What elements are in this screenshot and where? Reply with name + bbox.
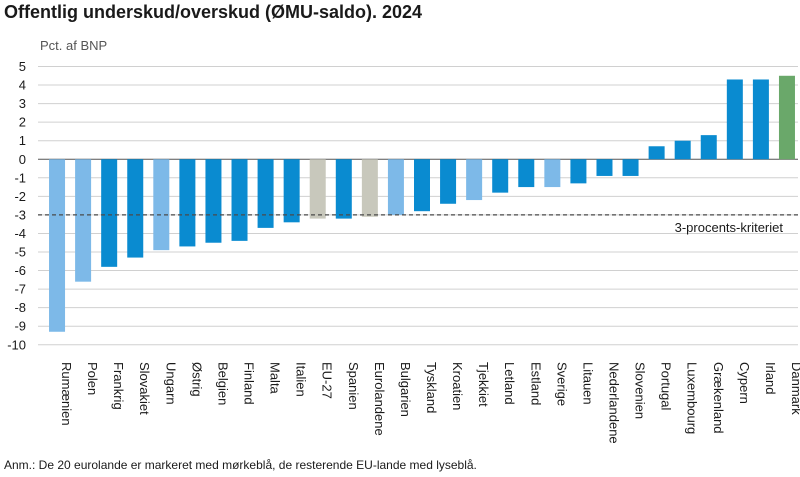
- bar-litauen: [570, 159, 587, 184]
- x-tick-label: Malta: [268, 362, 283, 395]
- x-tick-label: Ungarn: [163, 362, 178, 405]
- bar-danmark: [778, 75, 795, 160]
- bar-slovenien: [622, 159, 639, 176]
- bar-slovakiet: [127, 159, 144, 258]
- footnote: Anm.: De 20 eurolande er markeret med mø…: [4, 458, 477, 472]
- y-tick-label: -4: [14, 226, 26, 241]
- bar-luxembourg: [674, 140, 691, 160]
- bar-ungarn: [153, 159, 170, 251]
- x-tick-label: Frankrig: [111, 362, 126, 410]
- bar-frankrig: [101, 159, 118, 267]
- bar-bulgarien: [387, 159, 404, 215]
- bar-rumænien: [49, 159, 66, 332]
- x-tick-label: Tyskland: [424, 362, 439, 413]
- y-tick-label: 1: [19, 133, 26, 148]
- y-tick-label: -7: [14, 282, 26, 297]
- y-tick-label: 5: [19, 59, 26, 74]
- x-tick-label: Bulgarien: [398, 362, 413, 417]
- x-tick-label: Cypern: [737, 362, 752, 404]
- bar-kroatien: [440, 159, 457, 204]
- bar-nederlandene: [596, 159, 613, 176]
- bar-spanien: [335, 159, 352, 219]
- y-tick-label: -6: [14, 263, 26, 278]
- x-tick-label: Tjekkiet: [476, 362, 491, 407]
- bar-østrig: [179, 159, 196, 247]
- x-tick-label: Sverige: [554, 362, 569, 406]
- x-tick-label: EU-27: [320, 362, 335, 399]
- y-tick-label: -9: [14, 319, 26, 334]
- bar-finland: [231, 159, 248, 241]
- bar-grækenland: [700, 135, 717, 160]
- y-axis-ticks: 5 4 3 2 1 0 -1 -2 -3 -4 -5 -6 -7 -8 -9 -10: [7, 59, 26, 352]
- y-tick-label: 4: [19, 78, 26, 93]
- x-tick-label: Grækenland: [711, 362, 726, 434]
- x-tick-label: Litauen: [580, 362, 595, 405]
- x-tick-label: Kroatien: [450, 362, 465, 410]
- chart-title: Offentlig underskud/overskud (ØMU-saldo)…: [4, 2, 423, 22]
- x-tick-label: Danmark: [789, 362, 800, 415]
- x-tick-label: Portugal: [659, 362, 674, 411]
- x-tick-label: Østrig: [189, 362, 204, 397]
- y-tick-label: -1: [14, 170, 26, 185]
- bar-estland: [518, 159, 535, 188]
- x-tick-label: Irland: [763, 362, 778, 395]
- bar-polen: [75, 159, 92, 282]
- y-tick-label: -2: [14, 189, 26, 204]
- x-tick-label: Spanien: [346, 362, 361, 410]
- y-tick-label: -3: [14, 207, 26, 222]
- x-axis-labels: Rumænien Polen Frankrig Slovakiet Ungarn Østr…: [59, 362, 800, 444]
- x-tick-label: Slovakiet: [137, 362, 152, 415]
- bar-letland: [492, 159, 509, 193]
- x-tick-label: Letland: [502, 362, 517, 405]
- bar-eurolandene: [361, 159, 378, 217]
- bar-irland: [752, 79, 769, 160]
- x-tick-label: Belgien: [215, 362, 230, 405]
- y-tick-label: 3: [19, 96, 26, 111]
- y-tick-label: 0: [19, 152, 26, 167]
- x-tick-label: Luxembourg: [685, 362, 700, 434]
- bar-tyskland: [414, 159, 430, 212]
- bar-malta: [257, 159, 274, 228]
- bar-cypern: [726, 79, 743, 160]
- y-axis-unit-label: Pct. af BNP: [40, 38, 108, 53]
- x-tick-label: Finland: [242, 362, 257, 405]
- x-tick-label: Rumænien: [59, 362, 74, 426]
- bar-belgien: [205, 159, 222, 243]
- x-tick-label: Nederlandene: [606, 362, 621, 444]
- y-tick-label: -10: [7, 337, 26, 352]
- bar-eu-27: [309, 159, 326, 219]
- y-tick-label: -8: [14, 300, 26, 315]
- bar-tjekkiet: [466, 159, 483, 201]
- bar-italien: [283, 159, 300, 223]
- reference-line-group: 3-procents-kriteriet: [38, 214, 798, 235]
- y-tick-label: 2: [19, 115, 26, 130]
- x-tick-label: Estland: [528, 362, 543, 405]
- x-tick-label: Polen: [85, 362, 100, 395]
- x-tick-label: Slovenien: [633, 362, 648, 419]
- reference-line-label: 3-procents-kriteriet: [675, 220, 784, 235]
- y-tick-label: -5: [14, 245, 26, 260]
- x-tick-label: Italien: [294, 362, 309, 397]
- bars: [49, 75, 795, 332]
- bar-portugal: [648, 146, 665, 160]
- bar-sverige: [544, 159, 561, 188]
- x-tick-label: Eurolandene: [372, 362, 387, 436]
